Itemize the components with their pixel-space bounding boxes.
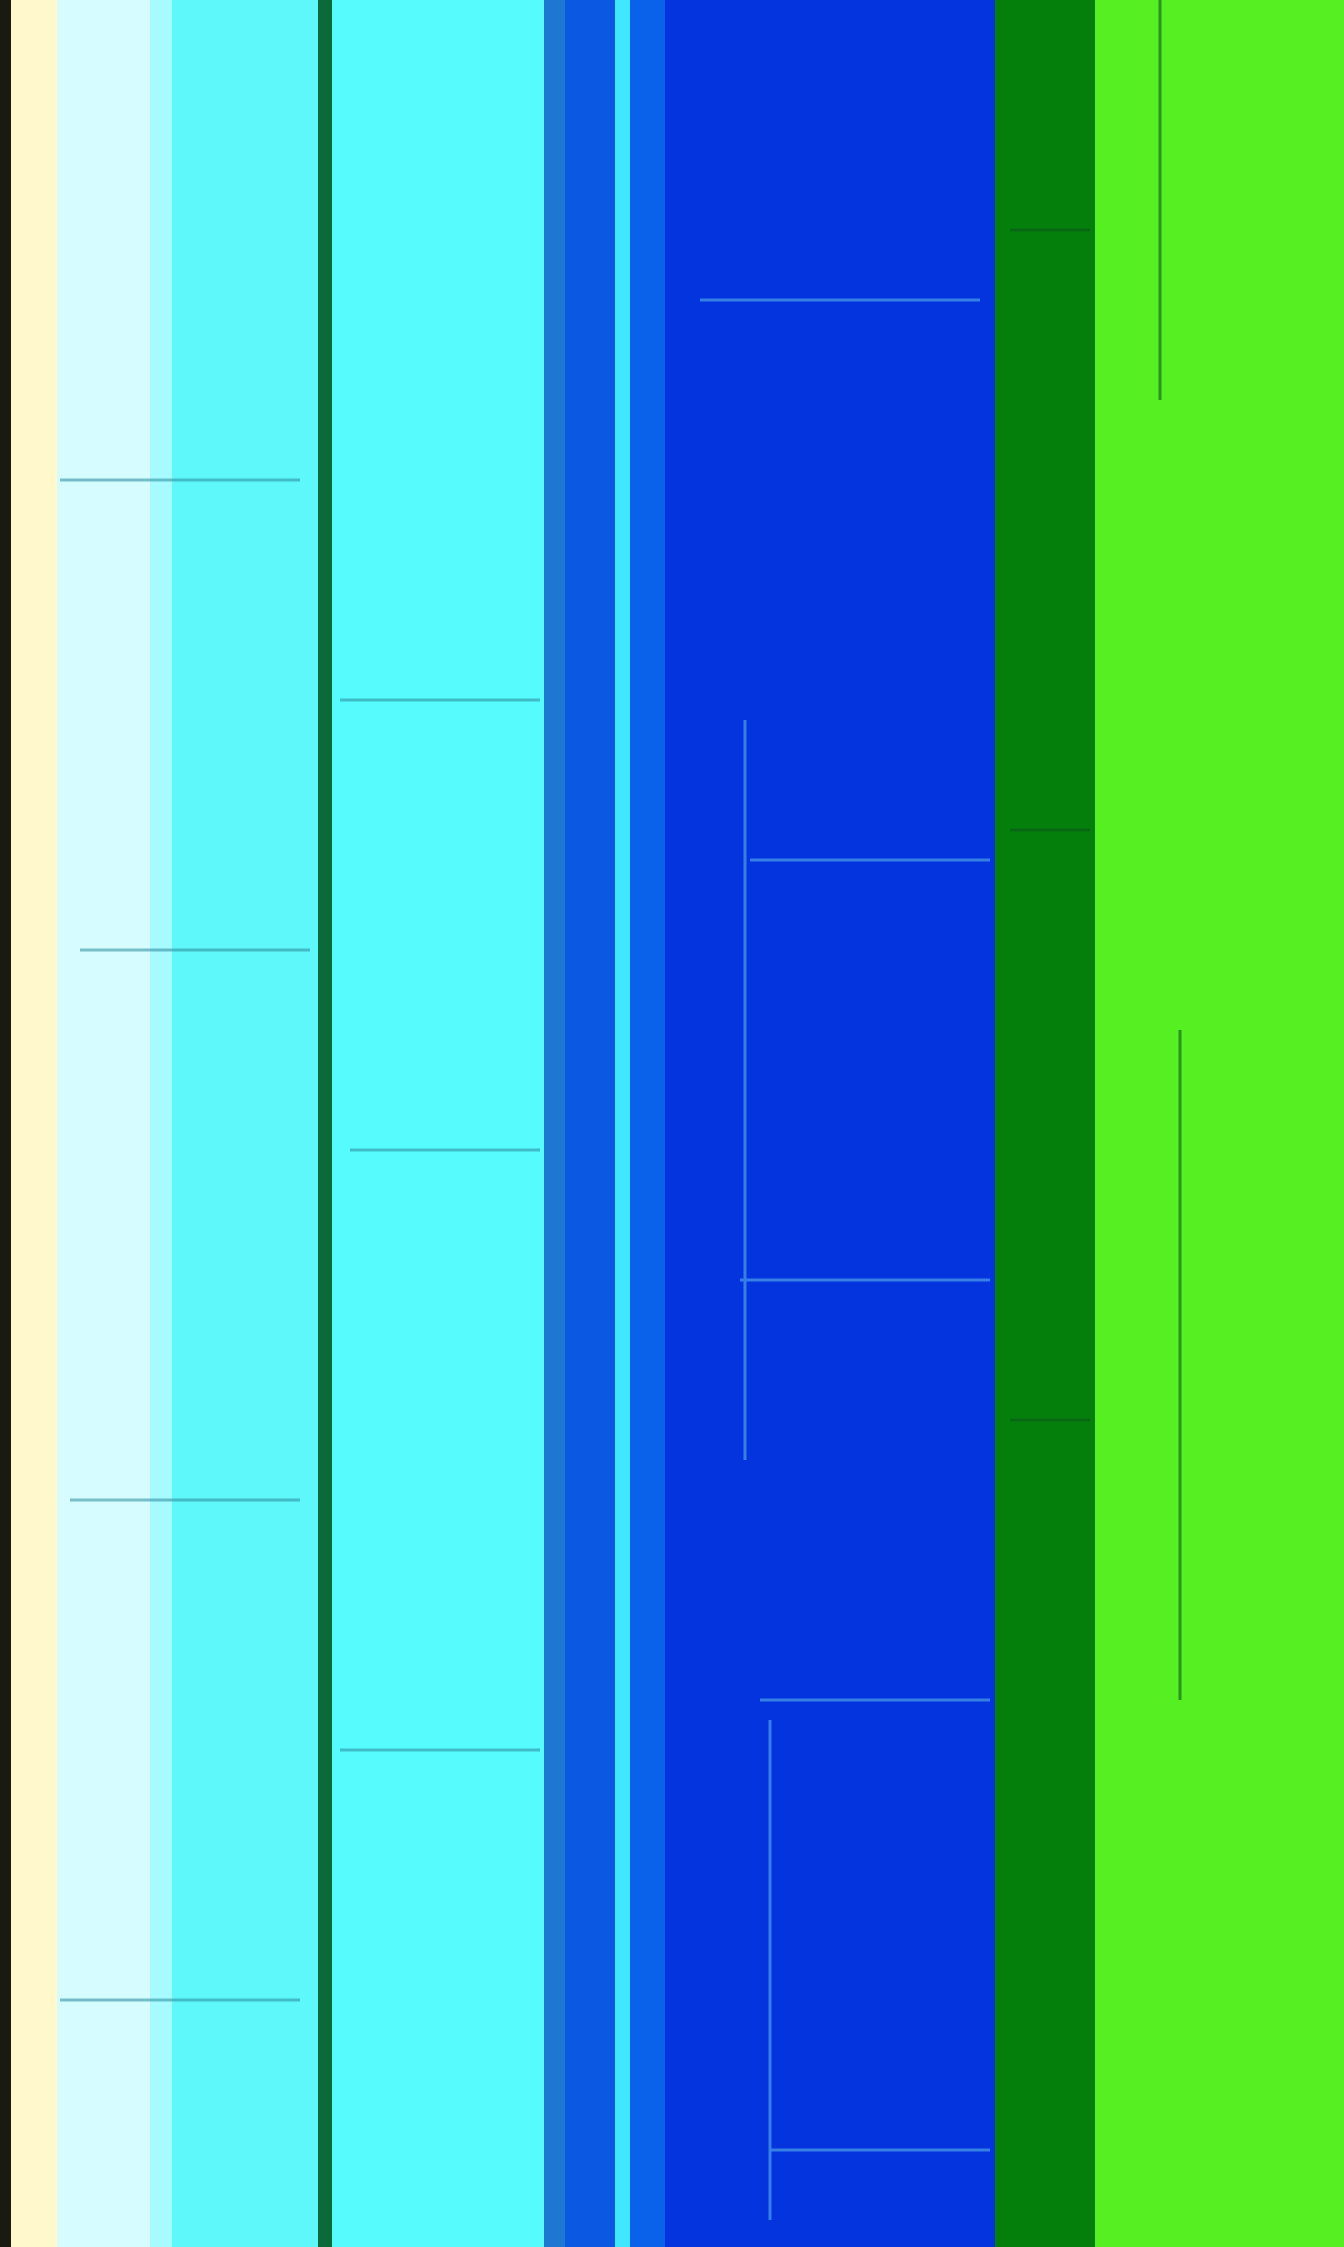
band xyxy=(630,0,665,2247)
band xyxy=(172,0,318,2247)
band xyxy=(665,0,995,2247)
band xyxy=(615,0,630,2247)
band xyxy=(11,0,57,2247)
band xyxy=(57,0,150,2247)
band xyxy=(150,0,172,2247)
band xyxy=(544,0,565,2247)
band xyxy=(318,0,332,2247)
band xyxy=(995,0,1095,2247)
band xyxy=(1095,0,1344,2247)
band xyxy=(332,0,544,2247)
band xyxy=(565,0,615,2247)
band xyxy=(0,0,11,2247)
